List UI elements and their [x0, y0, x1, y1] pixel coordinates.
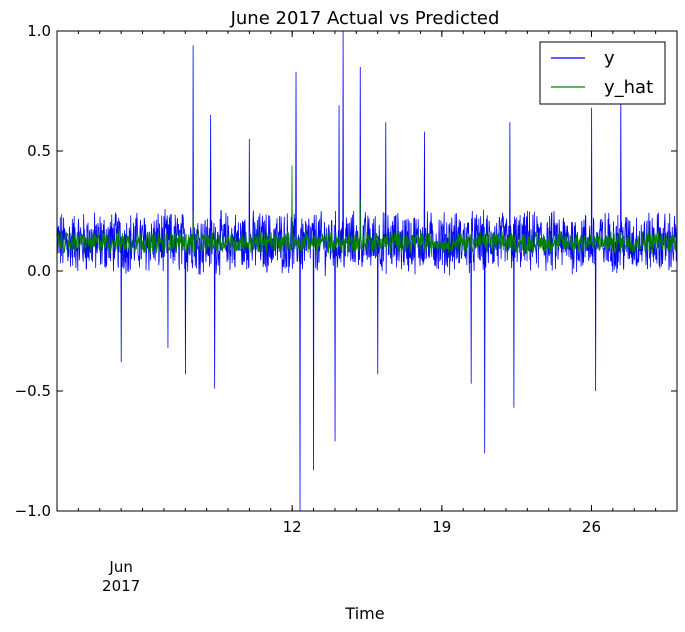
x-major-month-label: Jun: [108, 558, 132, 576]
y-tick-label: −1.0: [15, 502, 51, 520]
x-tick-label: 26: [582, 518, 601, 536]
chart-title: June 2017 Actual vs Predicted: [230, 8, 500, 29]
x-tick-label: 12: [283, 518, 302, 536]
y-tick-label: 0.5: [27, 142, 51, 160]
legend-box: [539, 41, 666, 105]
y-tick-label: 0.0: [27, 262, 51, 280]
y-tick-label: −0.5: [15, 382, 51, 400]
x-major-year-label: 2017: [102, 577, 140, 595]
x-axis-label: Time: [344, 604, 384, 623]
series-line-y-hat: [56, 165, 678, 255]
series-y-hat: [56, 165, 678, 255]
x-tick-label: 19: [432, 518, 451, 536]
legend-label-y-hat: y_hat: [604, 77, 653, 98]
legend-label-y: y: [604, 48, 615, 69]
legend: y y_hat: [539, 41, 666, 105]
y-tick-label: 1.0: [27, 22, 51, 40]
